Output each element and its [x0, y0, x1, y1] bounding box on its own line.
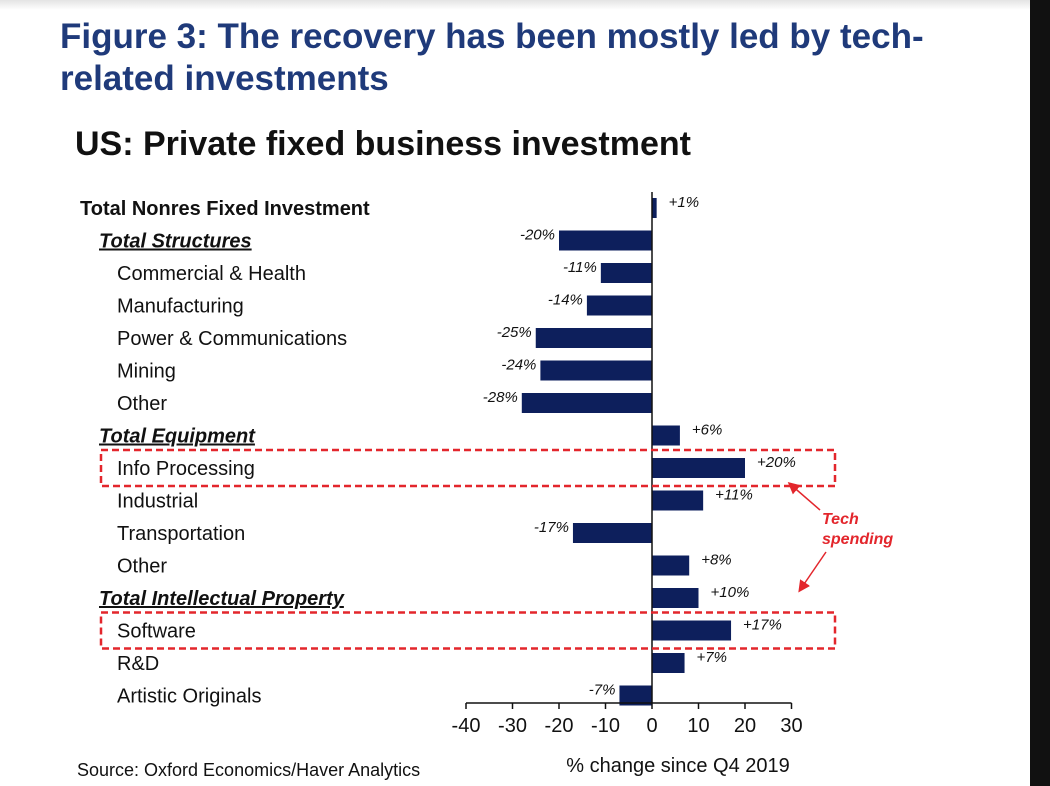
top-bar [0, 0, 1050, 10]
data-label: -24% [501, 357, 536, 374]
annotation-line: Tech [822, 511, 859, 528]
data-label: -14% [548, 292, 583, 309]
annotation-text: Tech spending [822, 511, 893, 548]
data-label: -11% [563, 259, 597, 276]
data-label: +10% [711, 584, 750, 601]
bar [600, 263, 652, 283]
x-tick-label: 30 [780, 715, 802, 737]
category-label: Artistic Originals [117, 686, 261, 708]
bar [652, 555, 690, 576]
annotation-arrow [798, 551, 827, 593]
bar [652, 653, 685, 673]
data-label: +17% [743, 617, 782, 634]
highlight-box [99, 448, 837, 488]
category-label: Info Processing [117, 458, 255, 480]
x-tick-label: -30 [498, 715, 527, 737]
annotation-line: spending [822, 531, 893, 548]
data-label: -28% [483, 389, 518, 406]
category-label: Software [117, 621, 196, 643]
bar [652, 425, 680, 446]
data-label: -20% [520, 227, 555, 244]
x-tick-label: 10 [687, 715, 709, 737]
x-tick-label: 20 [734, 715, 756, 737]
bar [535, 328, 652, 348]
data-label: +11% [715, 487, 753, 504]
category-label: Power & Communications [117, 328, 347, 350]
data-label: +20% [757, 454, 796, 471]
bar [652, 198, 657, 218]
category-label: Total Nonres Fixed Investment [80, 198, 370, 220]
figure-title: Figure 3: The recovery has been mostly l… [60, 17, 924, 98]
bar [540, 360, 652, 381]
x-tick-label: -40 [452, 715, 481, 737]
chart-title: US: Private fixed business investment [75, 125, 691, 163]
data-label: +1% [669, 194, 699, 211]
bar [586, 295, 652, 316]
category-label: Industrial [117, 491, 198, 513]
x-tick-label: -10 [591, 715, 620, 737]
bar [572, 523, 652, 543]
right-edge [1030, 0, 1050, 786]
data-label: -17% [534, 519, 569, 536]
bar [652, 458, 745, 478]
x-axis-label: % change since Q4 2019 [566, 755, 790, 777]
highlight-box [99, 611, 837, 650]
source-note: Source: Oxford Economics/Haver Analytics [77, 760, 421, 780]
annotation-arrow [787, 482, 821, 511]
category-label: Manufacturing [117, 296, 244, 318]
x-tick-label: 0 [646, 715, 657, 737]
data-label: +6% [692, 422, 722, 439]
data-label: +8% [701, 552, 731, 569]
bar [559, 230, 652, 251]
category-label: Total Intellectual Property [99, 588, 345, 610]
category-label: Other [117, 393, 167, 415]
data-label: -25% [497, 324, 532, 341]
category-label: Mining [117, 361, 176, 383]
data-label: -7% [589, 682, 616, 699]
category-label: R&D [117, 653, 159, 675]
data-label: +7% [697, 649, 727, 666]
x-tick-label: -20 [545, 715, 574, 737]
bar [619, 685, 652, 706]
category-label: Other [117, 556, 167, 578]
category-label: Transportation [117, 523, 245, 545]
bar [652, 588, 699, 608]
bar [652, 620, 732, 641]
category-label: Total Equipment [99, 426, 256, 448]
category-label: Total Structures [99, 231, 252, 253]
bar [521, 393, 652, 413]
category-label: Commercial & Health [117, 263, 306, 285]
bar [652, 490, 704, 511]
